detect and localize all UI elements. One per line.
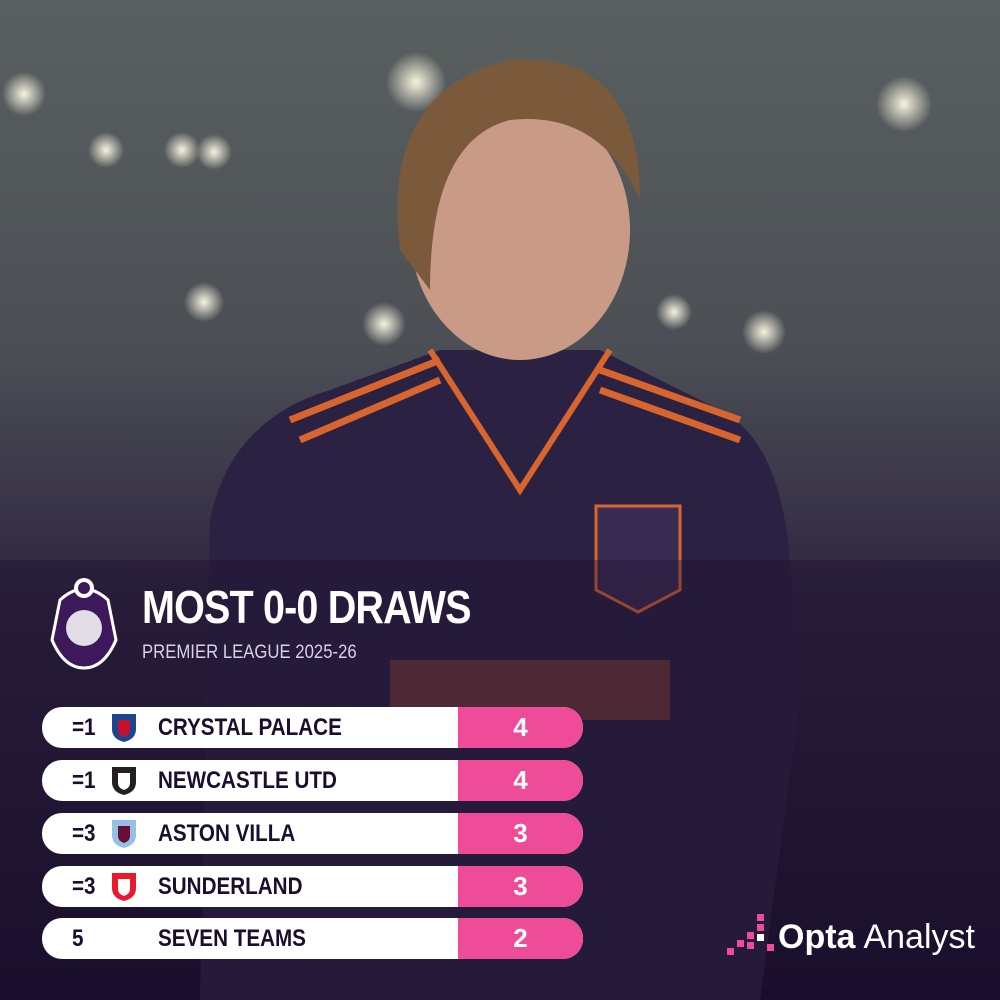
rank: =3 [72,873,96,900]
table-row: =1 CRYSTAL PALACE 4 [42,707,583,748]
team-name: NEWCASTLE UTD [158,767,337,794]
brand-product: Analyst [863,918,975,956]
draw-count: 2 [458,918,583,959]
team-crest [112,714,136,742]
team-crest [112,873,136,901]
draw-count: 4 [458,707,583,748]
draw-count: 3 [458,813,583,854]
draw-count: 4 [458,760,583,801]
rank: 5 [72,925,84,952]
table-row: 5 SEVEN TEAMS 2 [42,918,583,959]
team-name: CRYSTAL PALACE [158,714,342,741]
stadium-lights [2,52,932,354]
team-crest [112,767,136,795]
brand-logo: Opta Analyst [778,918,975,957]
team-crest [112,820,136,848]
rank: =3 [72,820,96,847]
league-logo [50,578,118,670]
table-row: =3 ASTON VILLA 3 [42,813,583,854]
table-row: =3 SUNDERLAND 3 [42,866,583,907]
rank: =1 [72,714,96,741]
team-name: SEVEN TEAMS [158,925,306,952]
team-name: ASTON VILLA [158,820,296,847]
team-name: SUNDERLAND [158,873,303,900]
subtitle: PREMIER LEAGUE 2025-26 [142,642,357,663]
title: MOST 0-0 DRAWS [142,581,472,633]
brand-name: Opta [778,918,856,956]
brand-icon [727,914,774,955]
table-row: =1 NEWCASTLE UTD 4 [42,760,583,801]
draw-count: 3 [458,866,583,907]
rank: =1 [72,767,96,794]
